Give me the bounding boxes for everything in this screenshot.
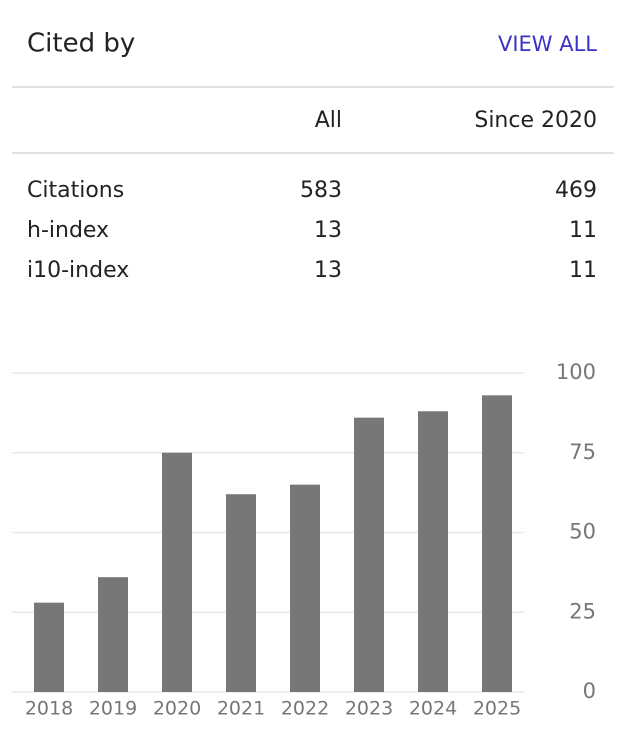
x-tick-label: 2018 (25, 698, 73, 720)
bar (482, 395, 512, 692)
column-header: Since 2020 (474, 108, 597, 133)
cell-value: 13 (314, 218, 342, 243)
y-tick-label: 50 (569, 520, 596, 544)
x-tick-label: 2022 (281, 698, 329, 720)
row-label: h-index (27, 218, 109, 243)
cell-value: 13 (314, 258, 342, 283)
cell-value: 11 (569, 258, 597, 283)
x-tick-label: 2019 (89, 698, 137, 720)
bar (34, 602, 64, 692)
x-tick-label: 2024 (409, 698, 457, 720)
y-tick-label: 25 (569, 599, 596, 623)
bar (290, 484, 320, 692)
column-header: All (315, 108, 342, 133)
citation-chart: 0 25 50 75 100 2018 2019 2020 2021 2022 2023 2024 20… (12, 360, 596, 720)
bar (98, 577, 128, 692)
widget-title: Cited by (27, 29, 135, 59)
y-tick-label: 0 (583, 679, 596, 703)
cell-value: 583 (300, 178, 342, 203)
citation-table: All Since 2020 Citations 583 469 h-index 13 11 i… (27, 108, 597, 283)
bar (226, 494, 256, 692)
x-tick-label: 2023 (345, 698, 393, 720)
x-tick-label: 2020 (153, 698, 201, 720)
view-all-link[interactable]: VIEW ALL (498, 32, 597, 56)
x-tick-label: 2025 (473, 698, 521, 720)
row-label: i10-index (27, 258, 129, 283)
y-tick-label: 100 (556, 360, 596, 384)
bar (418, 411, 448, 692)
row-label: Citations (27, 178, 124, 203)
bar (354, 417, 384, 692)
bar (162, 452, 192, 692)
y-tick-label: 75 (569, 440, 596, 464)
x-tick-label: 2021 (217, 698, 265, 720)
cell-value: 469 (555, 178, 597, 203)
cell-value: 11 (569, 218, 597, 243)
